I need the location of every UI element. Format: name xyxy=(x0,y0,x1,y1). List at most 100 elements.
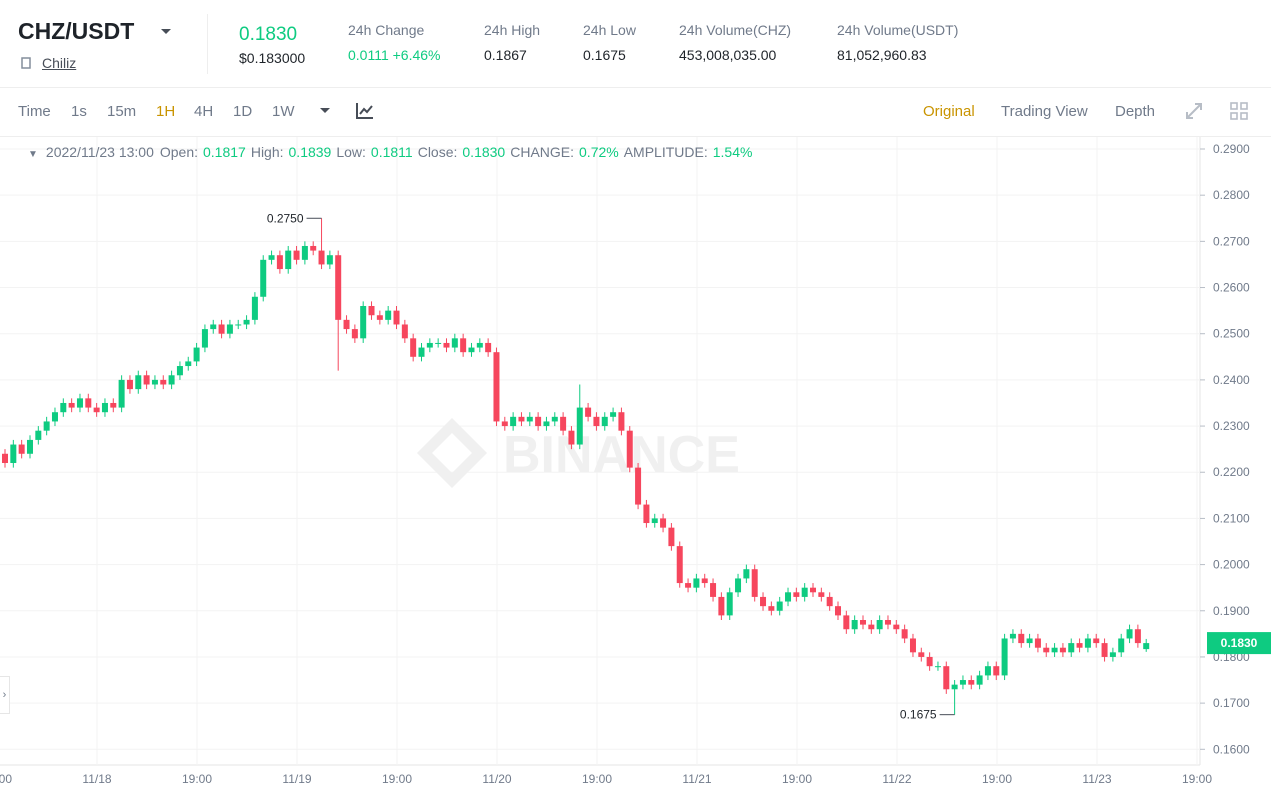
divider xyxy=(207,14,208,74)
candle-body xyxy=(1051,647,1058,653)
candle-body xyxy=(301,245,308,260)
candle-body xyxy=(743,569,750,579)
candle-body xyxy=(235,324,242,326)
candle-body xyxy=(368,306,375,316)
legend-label: Low: xyxy=(336,144,366,160)
candle-body xyxy=(126,379,133,390)
candle-body xyxy=(468,347,475,353)
candle-body xyxy=(176,366,183,376)
y-tick-label: 0.2100 xyxy=(1213,511,1250,525)
candle-body xyxy=(526,416,533,422)
candle-body xyxy=(401,324,408,339)
more-intervals[interactable] xyxy=(319,107,331,115)
candle-body xyxy=(535,416,542,427)
candle-body xyxy=(618,412,625,431)
candle-body xyxy=(2,453,8,464)
candle-body xyxy=(35,430,42,440)
view-tab[interactable]: Trading View xyxy=(1001,103,1088,120)
candle-body xyxy=(76,398,83,408)
last-price-tag xyxy=(1207,632,1271,655)
candle-body xyxy=(435,342,442,344)
candle-body xyxy=(1034,638,1041,648)
legend-value: 1.54% xyxy=(712,144,753,160)
y-tick-label: 0.2500 xyxy=(1213,327,1250,341)
y-tick-label: 0.1600 xyxy=(1213,742,1250,756)
candle-body xyxy=(418,347,425,357)
view-tab[interactable]: Original xyxy=(923,103,975,120)
candle-body xyxy=(1026,638,1033,644)
candle-body xyxy=(760,596,767,607)
view-tab[interactable]: Depth xyxy=(1115,103,1156,120)
indicator-icon[interactable] xyxy=(355,101,375,121)
candle-body xyxy=(1101,643,1108,657)
legend-toggle[interactable]: ▼ xyxy=(28,149,38,160)
layout-icon[interactable] xyxy=(1229,101,1249,121)
candle-body xyxy=(951,684,958,690)
candle-body xyxy=(485,342,492,353)
candle-body xyxy=(343,319,350,330)
y-tick-label: 0.2000 xyxy=(1213,558,1250,572)
candle-body xyxy=(976,675,983,685)
candle-body xyxy=(835,606,841,616)
interval[interactable]: 1D xyxy=(233,103,253,120)
interval[interactable]: 1H xyxy=(156,103,176,120)
candle-body xyxy=(968,680,975,685)
legend-label: CHANGE: xyxy=(510,144,575,160)
interval[interactable]: 15m xyxy=(107,103,137,120)
candle-body xyxy=(884,620,891,625)
coin-name[interactable]: Chiliz xyxy=(42,55,77,71)
candle-body xyxy=(676,546,683,584)
interval[interactable]: 1W xyxy=(272,103,295,120)
candle-body xyxy=(326,255,333,265)
candle-body xyxy=(926,656,933,667)
x-tick-label: 11/19 xyxy=(282,772,311,786)
candle-body xyxy=(601,416,608,427)
legend-label: Open: xyxy=(159,144,198,160)
candle-body xyxy=(226,324,233,334)
candle-body xyxy=(751,569,758,597)
candle-body xyxy=(901,629,908,639)
candle-body xyxy=(193,347,200,362)
interval[interactable]: 1s xyxy=(71,103,87,120)
candle-body xyxy=(1009,633,1016,639)
candle-body xyxy=(210,324,217,330)
dropdown-arrow[interactable] xyxy=(160,28,172,36)
candle-body xyxy=(943,666,950,690)
candle-body xyxy=(451,338,458,348)
candle-body xyxy=(959,680,966,685)
candle-body xyxy=(68,402,75,408)
legend-value: 0.1811 xyxy=(370,144,413,160)
candle-body xyxy=(785,592,792,602)
candle-body xyxy=(543,421,550,427)
candle-body xyxy=(693,578,700,588)
y-tick-label: 0.2600 xyxy=(1213,281,1250,295)
legend-value: 0.1817 xyxy=(203,144,246,160)
last-price-label: 0.1830 xyxy=(1221,636,1258,650)
candle-body xyxy=(251,296,258,320)
y-tick-label: 0.2300 xyxy=(1213,419,1250,433)
candle-body xyxy=(426,342,433,348)
candle-body xyxy=(51,412,58,422)
fullscreen-icon[interactable] xyxy=(1184,101,1204,121)
candle-body xyxy=(510,416,517,427)
candle-body xyxy=(876,620,883,630)
last-price-usd: $0.183000 xyxy=(239,50,306,66)
candle-body xyxy=(843,615,850,630)
candle-body xyxy=(859,620,866,625)
candle-body xyxy=(393,310,400,325)
side-toggle[interactable]: › xyxy=(0,676,10,714)
interval[interactable]: 4H xyxy=(194,103,214,120)
candle-body xyxy=(1001,638,1008,676)
candle-body xyxy=(576,407,583,445)
candle-body xyxy=(243,319,250,325)
y-tick-label: 0.2400 xyxy=(1213,373,1250,387)
candle-body xyxy=(701,578,708,584)
stat-value: 81,052,960.83 xyxy=(837,47,927,63)
pair[interactable]: CHZ/USDT xyxy=(18,18,135,44)
candle-body xyxy=(143,375,150,385)
candle-body xyxy=(268,255,275,260)
legend-value: 0.72% xyxy=(579,144,619,160)
candle-body xyxy=(643,504,650,524)
candle-body xyxy=(1118,638,1125,653)
